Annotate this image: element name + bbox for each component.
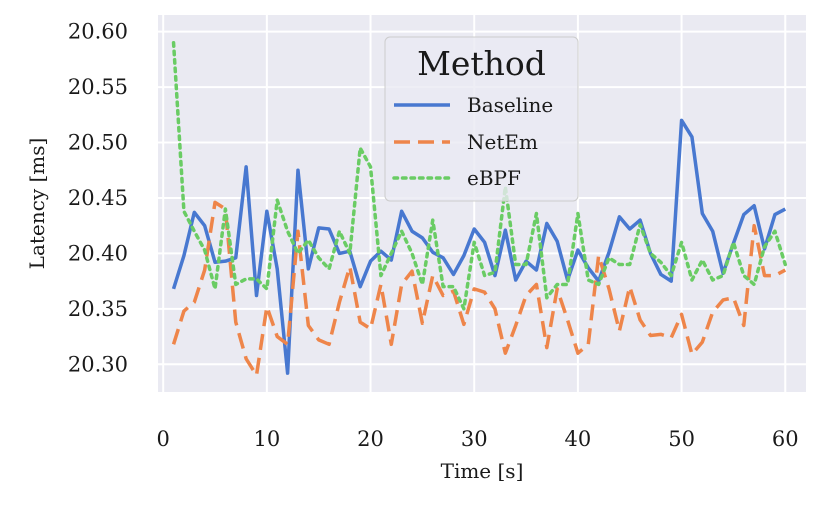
x-axis-label: Time [s] bbox=[441, 459, 524, 483]
x-tick-label: 10 bbox=[253, 427, 280, 451]
x-tick-label: 20 bbox=[357, 427, 384, 451]
y-axis-label: Latency [ms] bbox=[25, 138, 49, 270]
legend-label-baseline: Baseline bbox=[467, 93, 553, 117]
series-line-baseline bbox=[171, 118, 787, 375]
x-tick-label: 30 bbox=[461, 427, 488, 451]
y-tick-label: 20.45 bbox=[68, 186, 128, 210]
y-tick-label: 20.55 bbox=[68, 75, 128, 99]
y-tick-label: 20.35 bbox=[68, 297, 128, 321]
legend-title: Method bbox=[417, 44, 546, 83]
series-lines bbox=[171, 40, 788, 378]
y-tick-label: 20.40 bbox=[68, 241, 128, 265]
legend-label-ebpf: eBPF bbox=[467, 166, 521, 190]
y-tick-label: 20.30 bbox=[68, 352, 128, 376]
legend-label-netem: NetEm bbox=[467, 130, 538, 154]
x-tick-label: 50 bbox=[668, 427, 695, 451]
x-tick-label: 40 bbox=[565, 427, 592, 451]
legend: Method Baseline NetEm eBPF bbox=[384, 36, 579, 202]
y-tick-label: 20.50 bbox=[68, 131, 128, 155]
x-tick-label: 60 bbox=[772, 427, 799, 451]
x-tick-label: 0 bbox=[156, 427, 169, 451]
legend-box bbox=[384, 36, 579, 202]
y-axis-ticks: 20.30 20.35 20.40 20.45 20.50 20.55 20.60 bbox=[68, 20, 128, 377]
series-line-ebpf bbox=[171, 40, 788, 311]
x-axis-ticks: 0 10 20 30 40 50 60 bbox=[156, 427, 798, 451]
y-tick-label: 20.60 bbox=[68, 20, 128, 44]
series-line-netem bbox=[171, 200, 787, 378]
